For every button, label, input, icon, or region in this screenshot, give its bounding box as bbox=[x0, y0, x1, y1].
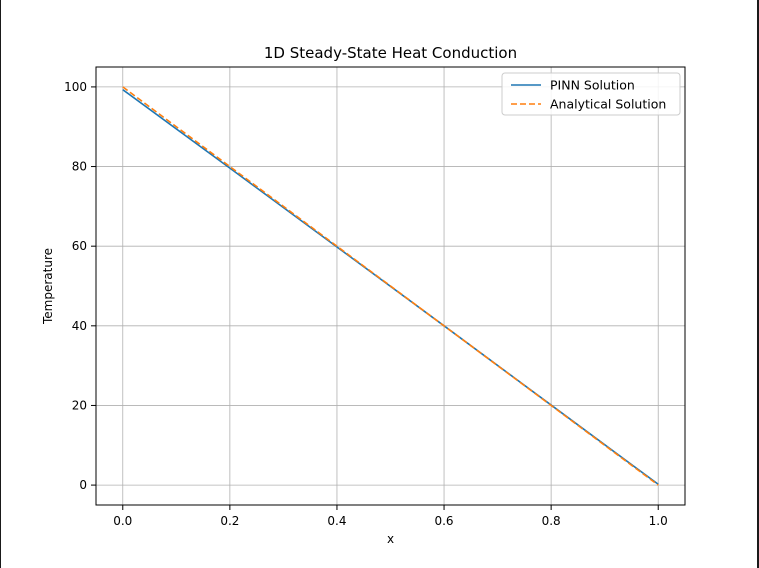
x-axis-label: x bbox=[387, 532, 394, 546]
y-tick-label: 60 bbox=[72, 239, 87, 253]
y-tick-label: 40 bbox=[72, 319, 87, 333]
right-frame-border bbox=[757, 0, 759, 568]
x-axis-ticks: 0.0 0.2 0.4 0.6 0.8 1.0 bbox=[113, 505, 668, 528]
left-frame-border bbox=[0, 0, 1, 568]
legend-box bbox=[501, 72, 681, 116]
y-axis-label: Temperature bbox=[41, 248, 55, 325]
y-tick-label: 20 bbox=[72, 398, 87, 412]
x-tick-label: 0.0 bbox=[113, 514, 132, 528]
chart-title: 1D Steady-State Heat Conduction bbox=[264, 44, 517, 62]
legend: PINN Solution Analytical Solution bbox=[501, 72, 681, 116]
plot-area bbox=[95, 66, 686, 506]
x-tick-label: 0.6 bbox=[434, 514, 453, 528]
legend-label: Analytical Solution bbox=[550, 97, 666, 112]
y-tick-label: 0 bbox=[79, 478, 87, 492]
x-tick-label: 0.2 bbox=[220, 514, 239, 528]
series-line bbox=[122, 86, 659, 486]
x-tick-label: 1.0 bbox=[649, 514, 668, 528]
y-axis-ticks: 0 20 40 60 80 100 bbox=[64, 80, 96, 492]
x-tick-label: 0.4 bbox=[327, 514, 346, 528]
x-tick-label: 0.8 bbox=[542, 514, 561, 528]
series bbox=[122, 86, 659, 486]
legend-label: PINN Solution bbox=[550, 78, 635, 93]
y-tick-label: 80 bbox=[72, 160, 87, 174]
y-tick-label: 100 bbox=[64, 80, 87, 94]
